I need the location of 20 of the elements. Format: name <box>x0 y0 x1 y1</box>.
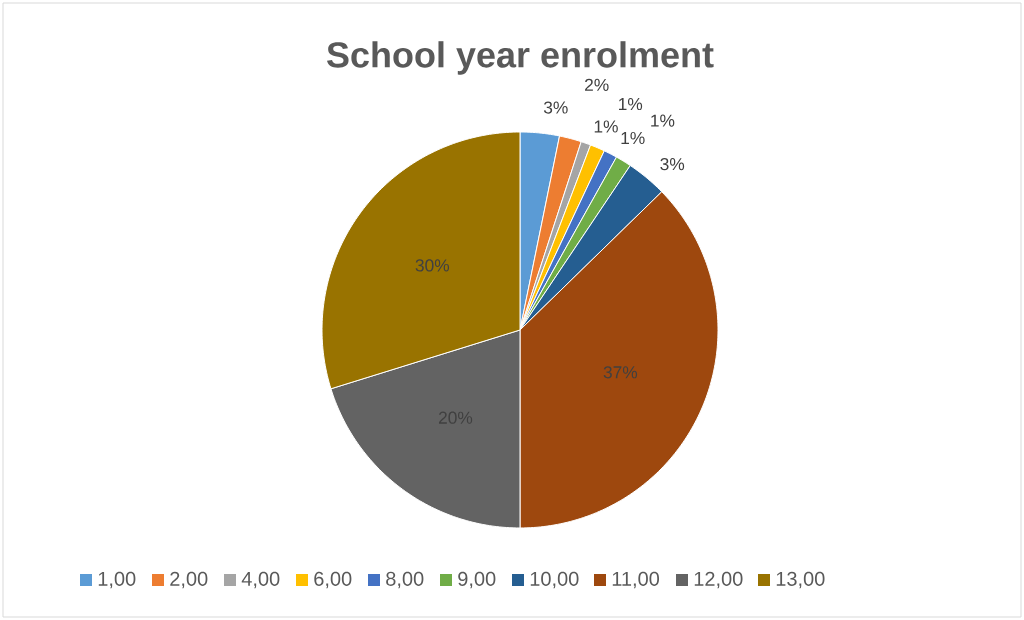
legend-label: 2,00 <box>170 571 208 589</box>
data-label: 30% <box>415 259 450 272</box>
legend-label: 10,00 <box>530 571 579 589</box>
data-label: 1% <box>619 97 643 111</box>
legend-label: 13,00 <box>776 571 825 589</box>
chart-title: School year enrolment <box>327 41 714 75</box>
legend-label: 6,00 <box>314 571 352 589</box>
data-label: 1% <box>621 131 645 145</box>
data-label: 3% <box>660 157 685 171</box>
legend-label: 11,00 <box>612 571 660 589</box>
data-label: 2% <box>585 78 609 91</box>
legend-label: 9,00 <box>458 571 496 589</box>
data-label: 3% <box>543 101 568 114</box>
data-label: 37% <box>603 366 638 379</box>
legend-label: 4,00 <box>241 571 280 589</box>
legend-label: 1,00 <box>98 571 136 589</box>
legend-label: 12,00 <box>694 571 743 589</box>
legend-label: 8,00 <box>386 571 424 589</box>
data-label: 1% <box>651 114 675 127</box>
data-label: 1% <box>594 120 618 133</box>
